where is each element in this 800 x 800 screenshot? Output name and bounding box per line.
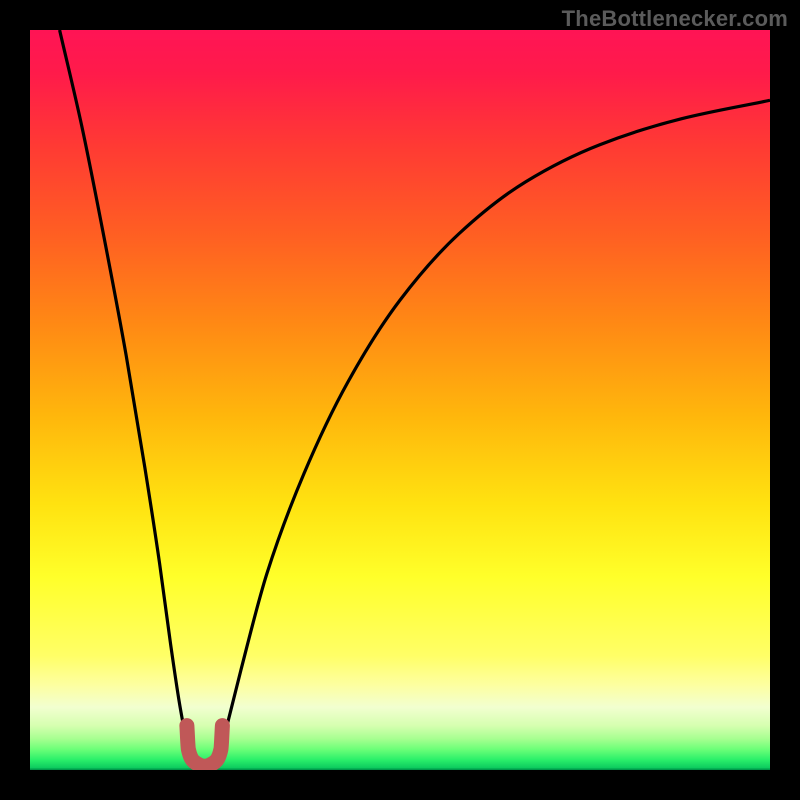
chart-container: TheBottlenecker.com [0, 0, 800, 800]
plot-svg [30, 30, 770, 770]
gradient-background [30, 30, 770, 770]
watermark-text: TheBottlenecker.com [562, 6, 788, 32]
plot-area [30, 30, 770, 770]
